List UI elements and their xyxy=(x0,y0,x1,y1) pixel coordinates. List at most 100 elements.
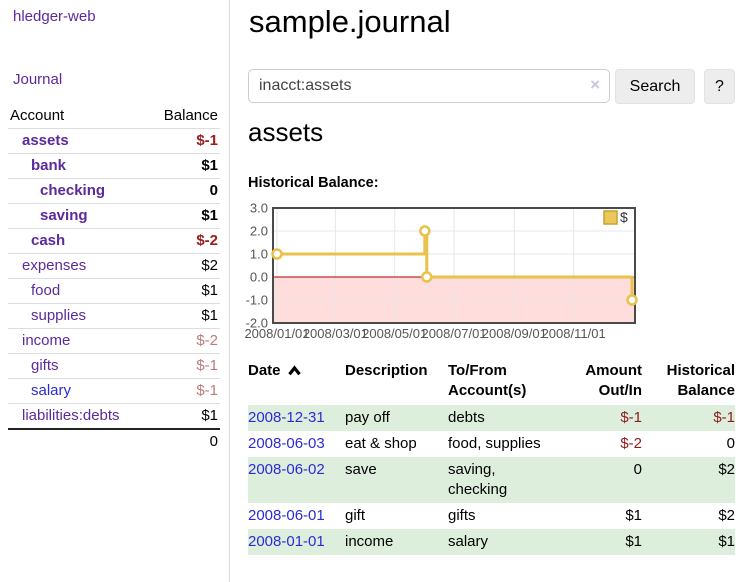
transaction-amount: $1 xyxy=(625,533,642,550)
account-row: bank $1 xyxy=(8,153,220,179)
help-button[interactable]: ? xyxy=(704,69,735,104)
register-header-row: Date Description To/From Account(s) Amou… xyxy=(248,358,735,405)
transaction-balance: $2 xyxy=(718,507,735,524)
chart-title: Historical Balance: xyxy=(248,175,379,191)
accounts-total-balance: 0 xyxy=(209,433,218,450)
historical-balance-chart: $3.0 2.0 1.0 0.0 -1.0 -2.02008/01/012008/03/0… xyxy=(244,201,638,341)
register-row: 2008-01-01 income salary $1 $1 xyxy=(248,529,735,555)
svg-text:-1.0: -1.0 xyxy=(246,293,268,308)
register-header-date[interactable]: Date xyxy=(248,358,345,405)
account-balance: $-2 xyxy=(196,332,218,349)
account-balance: $1 xyxy=(201,407,218,424)
nav-journal-link[interactable]: Journal xyxy=(13,71,63,88)
register-row: 2008-06-03 eat & shop food, supplies $-2… xyxy=(248,431,735,457)
transaction-balance: $-1 xyxy=(713,409,735,426)
register-header-amount: Amount Out/In xyxy=(585,362,642,399)
account-link-liabilities-debts[interactable]: liabilities:debts xyxy=(22,407,120,424)
account-link-food[interactable]: food xyxy=(31,282,61,299)
transaction-description: income xyxy=(345,533,394,550)
search-input[interactable] xyxy=(248,69,610,103)
transaction-accounts: food, supplies xyxy=(448,435,541,452)
clear-search-icon[interactable]: × xyxy=(590,75,600,94)
account-row: liabilities:debts $1 xyxy=(8,403,220,430)
register-header-balance: Historical Balance xyxy=(666,362,735,399)
transaction-accounts: salary xyxy=(448,533,489,550)
account-balance: $2 xyxy=(201,257,218,274)
svg-text:2008/01/01: 2008/01/01 xyxy=(244,326,309,341)
account-link-income[interactable]: income xyxy=(22,332,71,349)
account-balance: $1 xyxy=(201,282,218,299)
svg-text:$: $ xyxy=(620,209,628,225)
transaction-description: pay off xyxy=(345,409,390,426)
account-balance: $1 xyxy=(201,307,218,324)
accounts-header-balance: Balance xyxy=(163,107,218,124)
register-row: 2008-12-31 pay off debts $-1 $-1 xyxy=(248,405,735,431)
svg-text:2008/05/01: 2008/05/01 xyxy=(362,326,427,341)
transaction-amount: $-1 xyxy=(620,409,642,426)
account-link-checking[interactable]: checking xyxy=(40,182,106,199)
account-link-gifts[interactable]: gifts xyxy=(31,357,59,374)
svg-text:1.0: 1.0 xyxy=(250,247,268,262)
account-row: expenses $2 xyxy=(8,253,220,279)
accounts-table: Account Balance assets $-1 bank $1 checkin… xyxy=(8,104,220,454)
account-balance: $1 xyxy=(201,157,218,174)
svg-text:-2.0: -2.0 xyxy=(246,316,268,331)
account-link-expenses[interactable]: expenses xyxy=(22,257,87,274)
search-button[interactable]: Search xyxy=(615,69,695,104)
account-row: gifts $-1 xyxy=(8,353,220,379)
account-balance: $-1 xyxy=(196,132,218,149)
account-link-supplies[interactable]: supplies xyxy=(31,307,87,324)
account-link-cash[interactable]: cash xyxy=(31,232,66,249)
account-row: saving $1 xyxy=(8,203,220,229)
account-row: salary $-1 xyxy=(8,378,220,404)
svg-text:2008/09/01: 2008/09/01 xyxy=(482,326,547,341)
page-title: sample.journal xyxy=(249,4,451,39)
transaction-accounts: saving, checking xyxy=(448,461,508,498)
transaction-date-link[interactable]: 2008-06-03 xyxy=(248,435,325,452)
account-row: food $1 xyxy=(8,278,220,304)
account-balance: $-1 xyxy=(196,382,218,399)
account-balance: $-1 xyxy=(196,357,218,374)
account-row: income $-2 xyxy=(8,328,220,354)
register-row: 2008-06-01 gift gifts $1 $2 xyxy=(248,503,735,529)
transaction-balance: 0 xyxy=(726,435,735,452)
svg-text:2008/07/01: 2008/07/01 xyxy=(421,326,486,341)
account-link-saving[interactable]: saving xyxy=(40,207,88,224)
transaction-accounts: gifts xyxy=(448,507,476,524)
transaction-balance: $2 xyxy=(718,461,735,478)
account-link-bank[interactable]: bank xyxy=(31,157,67,174)
brand-link[interactable]: hledger-web xyxy=(13,8,96,25)
transaction-amount: 0 xyxy=(633,461,642,478)
account-row: supplies $1 xyxy=(8,303,220,329)
accounts-header-account: Account xyxy=(10,107,65,124)
svg-text:0.0: 0.0 xyxy=(250,270,268,285)
account-balance: $1 xyxy=(201,207,218,224)
transaction-date-link[interactable]: 2008-06-02 xyxy=(248,461,325,478)
transaction-date-link[interactable]: 2008-01-01 xyxy=(248,533,325,550)
sidebar: hledger-web Journal Account Balance asse… xyxy=(0,0,230,582)
svg-text:2008/03/01: 2008/03/01 xyxy=(303,326,368,341)
transaction-date-link[interactable]: 2008-06-01 xyxy=(248,507,325,524)
svg-text:2008/11/01: 2008/11/01 xyxy=(542,326,606,341)
account-heading: assets xyxy=(248,117,324,147)
transaction-date-link[interactable]: 2008-12-31 xyxy=(248,409,325,426)
transaction-description: save xyxy=(345,461,377,478)
sort-asc-icon xyxy=(287,362,302,382)
register-table: Date Description To/From Account(s) Amou… xyxy=(248,358,735,555)
account-balance: 0 xyxy=(209,182,218,199)
transaction-description: gift xyxy=(345,507,366,524)
register-row: 2008-06-02 save saving, checking 0 $2 xyxy=(248,457,735,503)
transaction-accounts: debts xyxy=(448,409,485,426)
register-header-accounts: To/From Account(s) xyxy=(448,362,527,399)
transaction-amount: $1 xyxy=(625,507,642,524)
svg-text:3.0: 3.0 xyxy=(250,201,268,216)
account-row: checking 0 xyxy=(8,178,220,204)
account-link-assets[interactable]: assets xyxy=(22,132,69,149)
transaction-balance: $1 xyxy=(718,533,735,550)
accounts-total-row: 0 xyxy=(8,429,220,454)
account-row: cash $-2 xyxy=(8,228,220,254)
register-header-description: Description xyxy=(345,362,428,379)
transaction-amount: $-2 xyxy=(620,435,642,452)
account-link-salary[interactable]: salary xyxy=(31,382,72,399)
